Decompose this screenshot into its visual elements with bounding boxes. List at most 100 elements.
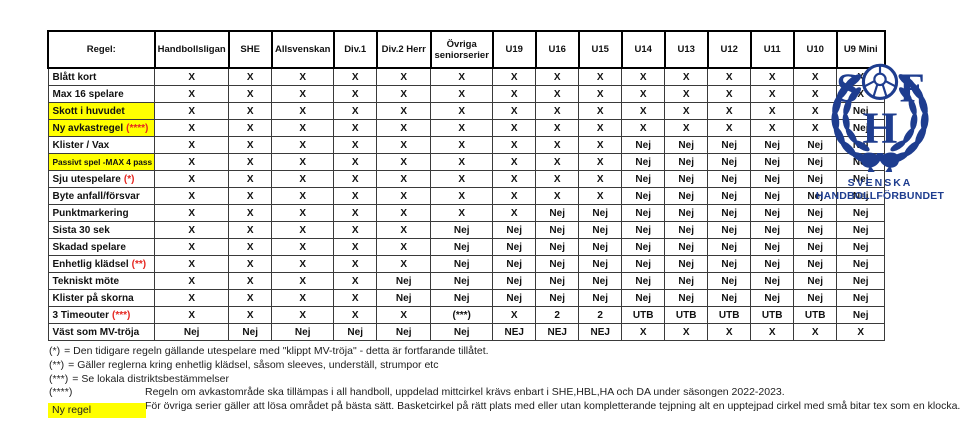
rule-value-cell: Nej — [707, 187, 752, 205]
rule-value-cell: X — [271, 221, 335, 239]
rule-value-cell: X — [333, 85, 378, 103]
rule-value-cell: X — [492, 306, 537, 324]
rule-label: Ny avkastregel (****) — [47, 119, 156, 137]
rule-value-cell: X — [535, 67, 580, 86]
svg-text:F: F — [900, 65, 925, 110]
rule-value-cell: X — [750, 102, 795, 120]
rule-value-cell: X — [154, 153, 230, 171]
rule-value-cell: X — [376, 255, 432, 273]
rule-value-cell: (***) — [430, 306, 494, 324]
rule-value-cell: X — [376, 136, 432, 154]
rule-value-cell: Nej — [836, 306, 886, 324]
rule-value-cell: X — [376, 67, 432, 86]
rule-value-cell: X — [492, 187, 537, 205]
column-header: U16 — [534, 30, 580, 69]
rule-value-cell: X — [535, 119, 580, 137]
rule-value-cell: X — [707, 119, 752, 137]
rule-value-cell: X — [707, 67, 752, 86]
rule-label: Sista 30 sek — [47, 221, 156, 239]
rule-value-cell: X — [333, 272, 378, 290]
rule-value-cell: X — [271, 85, 335, 103]
rule-value-cell: X — [333, 221, 378, 239]
rule-value-cell: Nej — [664, 153, 709, 171]
rule-value-cell: Nej — [578, 272, 623, 290]
rule-value-cell: X — [228, 272, 273, 290]
rule-value-cell: Nej — [750, 238, 795, 256]
rule-value-cell: X — [333, 119, 378, 137]
org-name: SVENSKA HANDBOLLFÖRBUNDET — [802, 177, 958, 203]
column-header: U19 — [491, 30, 537, 69]
rule-value-cell: X — [535, 136, 580, 154]
rule-value-cell: Nej — [750, 272, 795, 290]
rule-value-cell: Nej — [492, 238, 537, 256]
rule-value-cell: X — [430, 153, 494, 171]
rule-value-cell: X — [154, 221, 230, 239]
rule-value-cell: X — [271, 255, 335, 273]
rule-value-cell: Nej — [750, 170, 795, 188]
rule-value-cell: X — [228, 102, 273, 120]
rule-value-cell: Nej — [578, 204, 623, 222]
rule-value-cell: Nej — [492, 272, 537, 290]
rule-value-cell: Nej — [376, 289, 432, 307]
rule-value-cell: X — [664, 67, 709, 86]
rule-value-cell: X — [271, 306, 335, 324]
rule-value-cell: X — [621, 323, 666, 341]
table-row: 3 Timeouter (***) X X X X X (***) X 2 2 UTB UTB UTB UT… — [47, 306, 886, 324]
footnote-line: (****) Regeln om avkastområde ska tillämp… — [49, 386, 785, 399]
rule-value-cell: Nej — [664, 136, 709, 154]
rule-value-cell: X — [271, 272, 335, 290]
rule-value-cell: X — [154, 136, 230, 154]
rule-value-cell: X — [154, 306, 230, 324]
rule-value-cell: X — [664, 323, 709, 341]
rule-value-cell: Nej — [836, 255, 886, 273]
rule-value-cell: 2 — [578, 306, 623, 324]
rule-value-cell: Nej — [535, 204, 580, 222]
rule-value-cell: Nej — [664, 170, 709, 188]
column-header: SHE — [227, 30, 273, 69]
rule-value-cell: UTB — [664, 306, 709, 324]
rule-label: Väst som MV-tröja — [47, 323, 156, 341]
column-header: Div.2 Herr — [375, 30, 432, 69]
rule-value-cell: X — [228, 85, 273, 103]
rule-value-cell: Nej — [664, 272, 709, 290]
rule-value-cell: X — [707, 85, 752, 103]
rule-value-cell: X — [154, 85, 230, 103]
rule-value-cell: NEJ — [492, 323, 537, 341]
rule-value-cell: X — [376, 306, 432, 324]
rule-value-cell: Nej — [578, 238, 623, 256]
rule-label-note: (**) — [131, 258, 147, 270]
org-name-line2: HANDBOLLFÖRBUNDET — [815, 190, 945, 202]
rule-label: Enhetlig klädsel (**) — [47, 255, 156, 273]
rule-value-cell: X — [376, 238, 432, 256]
rule-value-cell: Nej — [430, 289, 494, 307]
rule-value-cell: X — [578, 102, 623, 120]
rule-value-cell: Nej — [621, 221, 666, 239]
rule-value-cell: X — [228, 238, 273, 256]
rule-label-note: (*) — [123, 173, 135, 185]
rule-label: 3 Timeouter (***) — [47, 306, 156, 324]
table-row: Skott i huvudet X X X X X X X X X X X X X X Nej — [47, 102, 886, 120]
rule-value-cell: X — [228, 187, 273, 205]
rule-value-cell: X — [793, 323, 838, 341]
rule-value-cell: X — [228, 204, 273, 222]
rule-value-cell: Nej — [750, 204, 795, 222]
rule-value-cell: X — [492, 170, 537, 188]
rule-value-cell: X — [333, 204, 378, 222]
rule-value-cell: Nej — [333, 323, 378, 341]
rule-value-cell: Nej — [228, 323, 273, 341]
svg-text:H: H — [863, 102, 898, 152]
rule-value-cell: X — [664, 102, 709, 120]
rule-value-cell: X — [271, 187, 335, 205]
table-header: Regel: Handbollsligan SHE Allsvenskan Div.1 D… — [47, 30, 886, 69]
column-header: Allsvenskan — [270, 30, 335, 69]
rule-value-cell: X — [535, 102, 580, 120]
rule-value-cell: X — [376, 170, 432, 188]
rule-value-cell: Nej — [707, 204, 752, 222]
table-row: Väst som MV-tröja Nej Nej Nej Nej Nej Nej NEJ NE… — [47, 323, 886, 341]
rule-value-cell: X — [228, 67, 273, 86]
rule-value-cell: Nej — [535, 221, 580, 239]
rule-label: Sju utespelare (*) — [47, 170, 156, 188]
rule-value-cell: Nej — [793, 238, 838, 256]
rule-value-cell: X — [578, 153, 623, 171]
rule-value-cell: X — [492, 136, 537, 154]
